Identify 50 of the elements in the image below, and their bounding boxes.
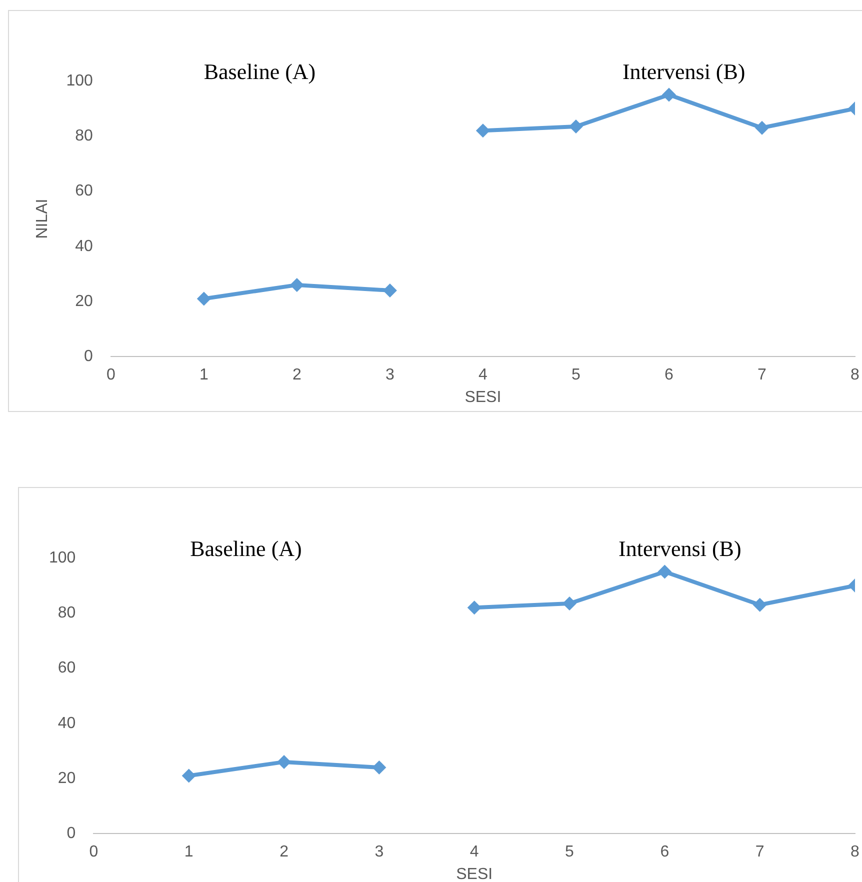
point	[196, 292, 211, 306]
x-tick-label: 7	[758, 366, 767, 384]
x-tick-label: 8	[850, 366, 860, 384]
point	[754, 120, 769, 135]
x-axis-title: SESI	[456, 866, 493, 882]
point	[182, 768, 196, 783]
x-tick-label: 2	[292, 366, 302, 384]
y-tick-label: 20	[58, 770, 76, 787]
y-tick-label: 20	[75, 292, 93, 310]
point	[568, 119, 583, 134]
x-axis-title: SESI	[464, 388, 502, 406]
annotation: Intervensi (B)	[622, 59, 746, 84]
y-tick-label: 60	[75, 182, 93, 200]
x-tick-label: 5	[565, 844, 574, 861]
point	[382, 283, 397, 298]
y-tick-label: 80	[75, 128, 93, 145]
y-tick-label: 0	[66, 825, 76, 842]
point	[662, 88, 676, 102]
x-tick-label: 5	[572, 366, 581, 384]
x-tick-label: 2	[280, 844, 289, 861]
x-tick-label: 1	[199, 366, 208, 384]
x-tick-label: 6	[664, 366, 674, 384]
x-tick-label: 3	[385, 366, 394, 384]
point	[562, 596, 577, 610]
point	[290, 278, 304, 292]
x-tick-label: 4	[478, 366, 488, 384]
x-tick-label: 0	[106, 366, 116, 384]
y-tick-label: 80	[58, 604, 76, 622]
y-tick-label: 40	[75, 238, 93, 255]
point	[476, 124, 490, 138]
x-tick-label: 8	[850, 844, 860, 861]
x-tick-label: 4	[470, 844, 479, 861]
x-tick-label: 1	[184, 844, 194, 861]
point	[277, 754, 292, 769]
annotation: Baseline (A)	[190, 536, 302, 561]
x-tick-label: 6	[660, 844, 670, 861]
y-axis-title: NILAI	[34, 198, 52, 239]
point	[372, 760, 386, 774]
point	[658, 564, 672, 579]
y-tick-label: 100	[66, 72, 93, 90]
y-tick-label: 40	[58, 714, 76, 732]
annotation: Intervensi (B)	[618, 536, 742, 561]
point	[467, 600, 482, 615]
y-tick-label: 60	[58, 660, 76, 677]
x-tick-label: 7	[755, 844, 764, 861]
y-tick-label: 100	[48, 549, 76, 566]
point	[752, 598, 767, 612]
y-tick-label: 0	[84, 348, 93, 366]
annotation: Baseline (A)	[204, 59, 316, 84]
x-tick-label: 3	[374, 844, 384, 861]
